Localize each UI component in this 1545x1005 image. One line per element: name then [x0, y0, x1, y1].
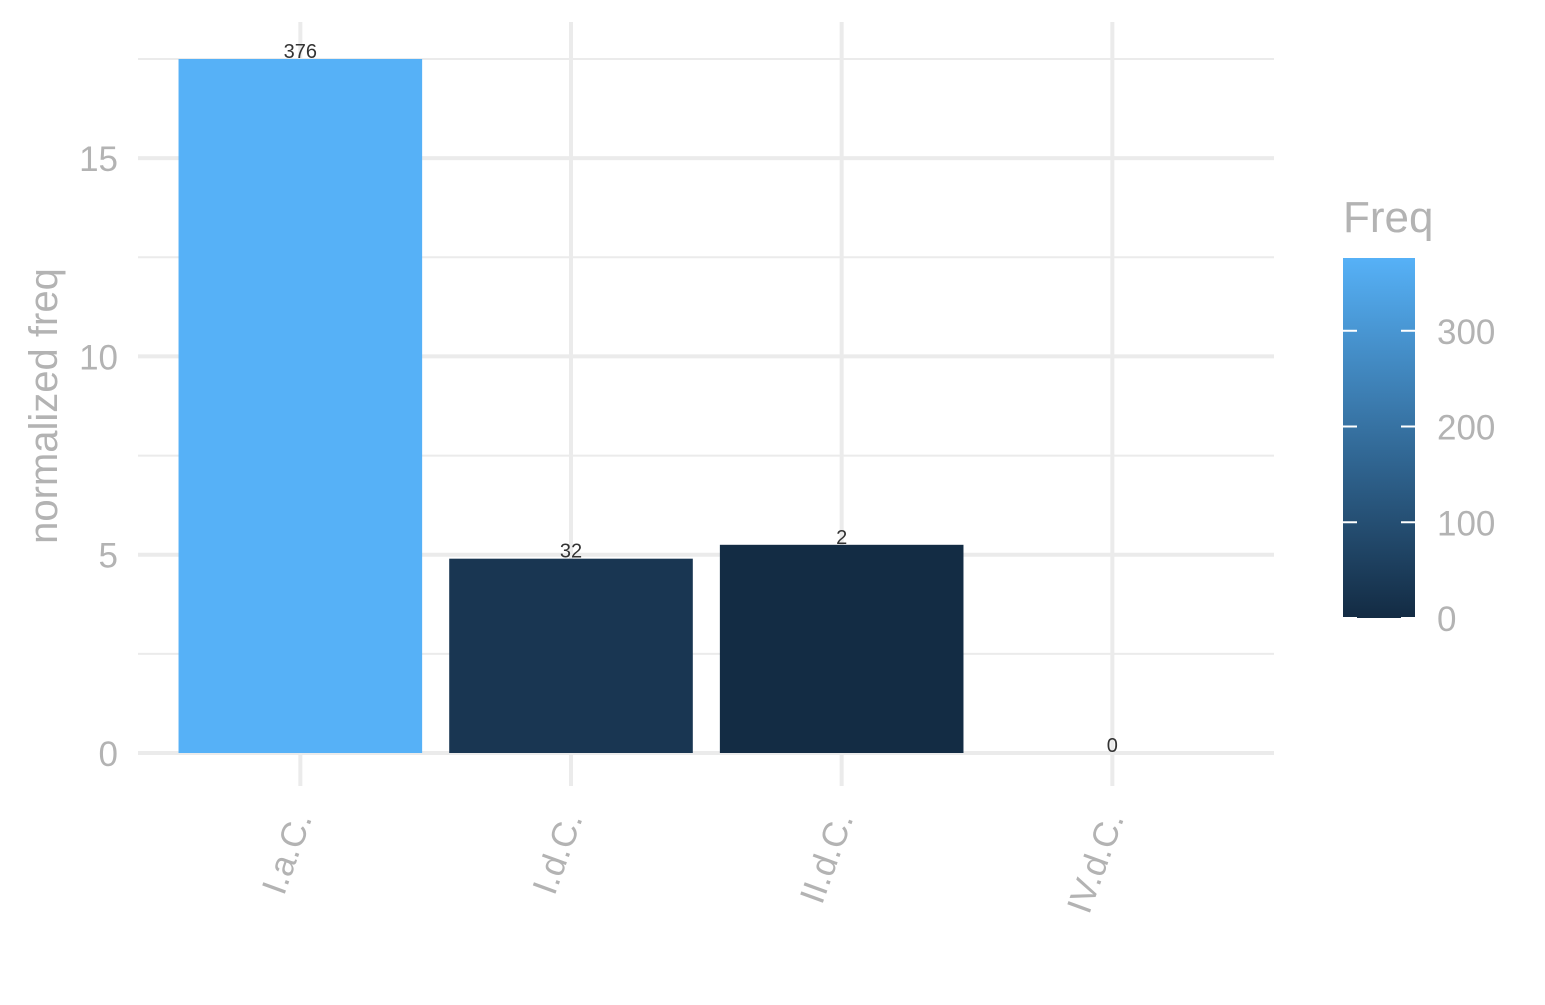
y-tick-label: 15	[79, 140, 118, 179]
bars	[178, 59, 964, 753]
data-label: 32	[560, 541, 582, 563]
x-tick-label: II.d.C.	[793, 807, 862, 908]
legend-tick-label: 0	[1437, 600, 1456, 639]
y-tick-label: 0	[99, 735, 118, 774]
legend-tick-label: 100	[1437, 504, 1495, 543]
legend-colorbar	[1343, 258, 1415, 618]
bar	[178, 59, 423, 753]
bar	[719, 544, 964, 753]
legend: Freq 0 100 200 300	[1343, 193, 1495, 639]
y-tick-label: 5	[99, 537, 118, 576]
x-tick-label: I.d.C.	[525, 807, 590, 899]
legend-title: Freq	[1343, 193, 1433, 242]
legend-tick-label: 300	[1437, 313, 1495, 352]
x-axis: I.a.C. I.d.C. II.d.C. IV.d.C.	[255, 807, 1132, 918]
y-axis: 0 5 10 15	[79, 140, 118, 774]
y-axis-title: normalized freq	[22, 268, 66, 544]
bar	[449, 558, 693, 753]
data-label: 376	[284, 41, 317, 63]
data-label: 2	[836, 527, 847, 549]
legend-tick-label: 200	[1437, 409, 1495, 448]
y-tick-label: 10	[79, 338, 118, 377]
data-labels: 376 32 2 0	[284, 41, 1118, 757]
x-tick-label: IV.d.C.	[1060, 807, 1132, 918]
data-label: 0	[1107, 735, 1118, 757]
x-tick-label: I.a.C.	[255, 807, 320, 899]
